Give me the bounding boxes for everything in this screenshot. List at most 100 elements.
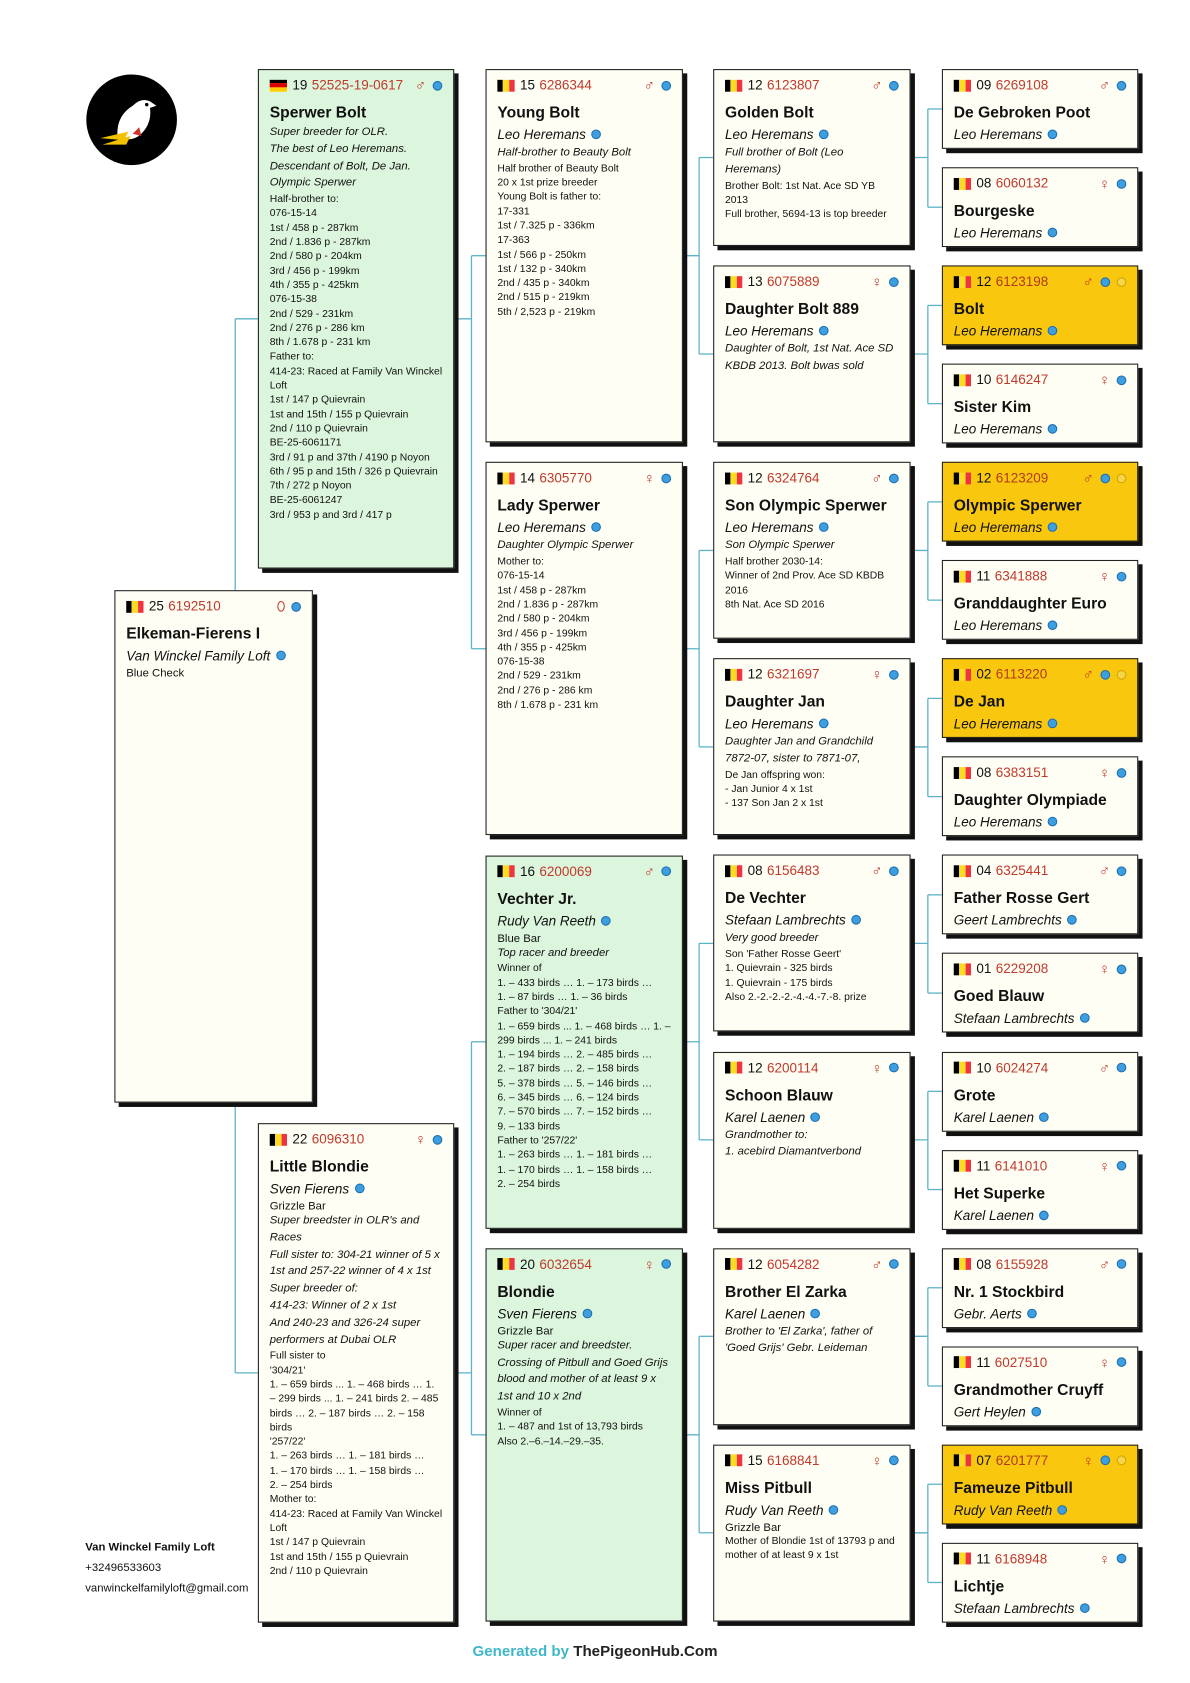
flag (953, 373, 971, 386)
ring-number: 6269108 (995, 77, 1049, 93)
pigeon-name: Golden Bolt (725, 104, 814, 122)
detail: 8th / 1.678 p - 231 km (269, 336, 371, 349)
pigeon-card: 02 6113220 ♂ De Jan Leo Heremans (941, 658, 1139, 739)
pigeon-name: De Vechter (725, 890, 806, 908)
breeder: Geert Lambrechts (954, 913, 1127, 928)
pigeon-name: Son Olympic Sperwer (725, 497, 887, 515)
sex-symbol: ♂ (871, 76, 883, 94)
remark: Grandmother to: (725, 1127, 808, 1141)
notes: Grizzle Bar Super racer and breedster. Cro… (497, 1325, 671, 1449)
detail: 1st / 566 p - 250km (497, 248, 586, 261)
flag (953, 1552, 971, 1565)
verified-icon (810, 1308, 821, 1318)
flag (269, 79, 287, 92)
flag (497, 472, 515, 485)
detail: Also 2.–6.–14.–29.–35. (497, 1435, 604, 1448)
remark: Half-brother to Beauty Bolt (497, 145, 631, 159)
pigeon-name: Lichtje (953, 1578, 1005, 1596)
detail: 6th / 95 p and 15th / 326 p Quievrain (269, 465, 438, 478)
sex-symbol: ♂ (1082, 469, 1095, 487)
ring-number: 6113220 (995, 667, 1048, 683)
breeder-name: Leo Heremans (497, 520, 586, 536)
pigeon-card: 19 52525-19-0617 ♂ Sperwer Bolt Super breede… (257, 69, 455, 569)
notes: Grizzle Bar Super breedster in OLR's and … (270, 1200, 443, 1579)
pigeon-card: 13 6075889 ♀ Daughter Bolt 889 Leo Heremans D… (713, 265, 911, 443)
ring-year: 07 (976, 1452, 992, 1469)
breeder-name: Rudy Van Reeth (497, 913, 596, 929)
verified-icon (1100, 669, 1111, 680)
card-header: 12 6123807 ♂ (725, 77, 899, 94)
detail: 2nd / 110 p Quievrain (269, 422, 368, 435)
detail: 2nd / 580 p - 204km (497, 613, 590, 625)
verified-icon (828, 1504, 839, 1515)
detail: 1. – 87 birds … 1. – 36 birds (497, 991, 628, 1004)
breeder: Karel Laenen (954, 1110, 1127, 1125)
detail: 4th / 355 p - 425km (497, 641, 587, 654)
detail: Also 2.-2.-2.-2.-4.-4.-7.-8. prize (725, 991, 867, 1004)
notes: Brother to 'El Zarka', father of 'Goed G… (725, 1323, 899, 1357)
detail: 2nd / 110 p Quievrain (269, 1565, 368, 1578)
ring-number: 6141010 (994, 1158, 1048, 1174)
sex-symbol: ♂ (1098, 1058, 1111, 1077)
sex-symbol: ♀ (1098, 567, 1111, 586)
breeder-name: Leo Heremans (497, 127, 586, 143)
breeder-name: Stefaan Lambrechts (725, 913, 846, 929)
breeder: Leo Heremans (954, 226, 1127, 241)
card-header: 12 6321697 ♀ (725, 666, 899, 683)
sex-symbol: ♀ (1098, 764, 1111, 782)
detail: Full sister to (269, 1350, 326, 1362)
card-header: 12 6123209 ♂ (953, 469, 1127, 487)
breeder: Rudy Van Reeth (954, 1503, 1127, 1518)
detail: 3rd / 456 p - 199km (497, 627, 588, 640)
breeder: Leo Heremans (497, 127, 671, 142)
verified-icon (1100, 1455, 1111, 1466)
flag (953, 1258, 971, 1270)
ring-year: 11 (976, 1551, 991, 1567)
verified-icon (851, 915, 861, 926)
flag (725, 275, 743, 288)
detail: 076-15-38 (497, 656, 545, 669)
breeder-name: Leo Heremans (953, 323, 1043, 339)
breeder-name: Leo Heremans (953, 716, 1043, 732)
remark: Very good breeder (725, 931, 819, 945)
ring-year: 09 (976, 77, 992, 93)
pigeon-name: Bolt (953, 301, 985, 319)
pigeon-name: Young Bolt (497, 104, 580, 122)
breeder: Van Winckel Family Loft (126, 648, 301, 664)
verified-icon (1116, 1553, 1127, 1564)
detail: 5th / 2,523 p - 219km (497, 306, 596, 319)
flag (953, 766, 971, 779)
detail: 1. – 659 birds ... 1. – 468 birds … 1. –… (269, 1378, 439, 1434)
breeder: Leo Heremans (954, 127, 1127, 142)
verified-icon (1116, 80, 1127, 91)
pigeon-name: Miss Pitbull (725, 1479, 812, 1498)
breeder: Stefaan Lambrechts (954, 1601, 1127, 1616)
breeder: Leo Heremans (954, 618, 1127, 634)
ring-year: 13 (747, 274, 763, 290)
pigeon-name: Olympic Sperwer (953, 497, 1082, 515)
ring-year: 02 (976, 667, 992, 683)
ring-year: 10 (976, 372, 992, 388)
detail: 4th / 355 p - 425km (269, 279, 359, 292)
remark: Super breeder for OLR. (269, 125, 389, 139)
detail: 2. – 254 birds (497, 1177, 561, 1190)
ring-year: 12 (976, 470, 992, 486)
notes: Grizzle Bar Mother of Blondie 1st of 1379… (725, 1521, 899, 1563)
card-header: 22 6096310 ♀ (269, 1131, 443, 1148)
card-header: 19 52525-19-0617 ♂ (269, 77, 443, 94)
breeder-name: Sven Fierens (497, 1306, 577, 1322)
verified-icon (889, 669, 899, 680)
detail: 2. – 187 birds … 2. – 158 birds (497, 1063, 639, 1076)
verified-icon (1031, 1406, 1041, 1417)
ring-year: 12 (976, 274, 992, 290)
remark: Daughter Jan and Grandchild 7872-07, sis… (725, 735, 874, 766)
pigeon-card: 08 6383151 ♀ Daughter Olympiade Leo Heremans (941, 756, 1139, 837)
detail: Young Bolt is father to: (497, 191, 602, 204)
pigeon-card: 12 6123198 ♂ Bolt Leo Heremans (941, 265, 1139, 346)
ring-number: 6156483 (766, 863, 820, 879)
detail: Brother Bolt: 1st Nat. Ace SD YB 2013 (725, 179, 875, 206)
pigeon-name: Sperwer Bolt (269, 104, 367, 122)
detail: Half brother of Beauty Bolt (497, 162, 619, 175)
footer: Generated by ThePigeonHub.Com (0, 1642, 1190, 1659)
pigeon-card: 15 6168841 ♀ Miss Pitbull Rudy Van Reeth Griz… (713, 1444, 911, 1622)
